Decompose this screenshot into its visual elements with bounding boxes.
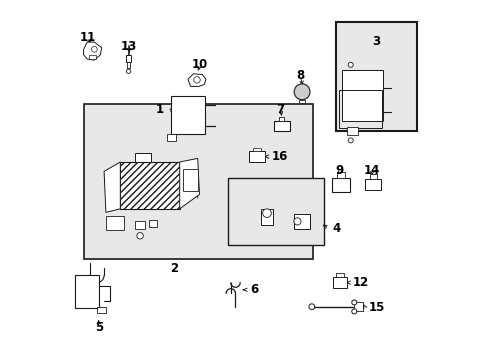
Text: 5: 5 xyxy=(94,321,102,334)
Bar xyxy=(120,162,179,209)
Circle shape xyxy=(347,138,352,143)
Bar xyxy=(149,220,157,227)
Text: 8: 8 xyxy=(296,69,304,82)
Circle shape xyxy=(308,304,314,310)
Bar xyxy=(273,121,289,131)
Text: 11: 11 xyxy=(80,31,96,44)
Text: 1: 1 xyxy=(155,103,163,116)
Text: 7: 7 xyxy=(276,103,284,116)
Bar xyxy=(336,172,345,178)
Circle shape xyxy=(137,233,143,239)
Bar xyxy=(253,148,260,151)
Circle shape xyxy=(293,218,301,225)
Text: 3: 3 xyxy=(371,35,379,48)
Bar xyxy=(336,22,416,131)
Text: 16: 16 xyxy=(271,150,287,163)
Text: 14: 14 xyxy=(364,165,380,177)
Bar xyxy=(75,275,99,308)
Bar xyxy=(106,216,123,230)
Circle shape xyxy=(262,209,271,217)
Bar xyxy=(331,178,349,192)
Text: 9: 9 xyxy=(335,165,344,177)
Bar xyxy=(134,221,144,229)
Bar xyxy=(299,100,305,103)
Circle shape xyxy=(351,300,356,305)
Bar xyxy=(278,117,284,121)
Bar xyxy=(134,153,151,162)
Polygon shape xyxy=(83,42,102,60)
Polygon shape xyxy=(104,162,120,212)
Bar xyxy=(341,70,382,121)
Bar xyxy=(183,169,197,191)
Text: 10: 10 xyxy=(191,58,207,71)
Bar xyxy=(332,277,346,288)
Bar xyxy=(97,307,106,313)
Bar xyxy=(167,134,176,140)
Bar xyxy=(260,209,273,225)
Bar xyxy=(369,174,376,179)
Circle shape xyxy=(294,84,309,100)
Bar xyxy=(84,104,312,259)
Bar xyxy=(335,273,344,277)
Bar xyxy=(294,214,310,229)
Circle shape xyxy=(91,46,97,52)
Circle shape xyxy=(193,77,200,83)
Text: 6: 6 xyxy=(249,283,258,296)
Polygon shape xyxy=(179,158,199,209)
Bar xyxy=(339,90,382,128)
Bar xyxy=(228,178,323,245)
Bar xyxy=(125,55,131,62)
Polygon shape xyxy=(187,74,205,86)
Bar xyxy=(126,62,130,68)
Bar xyxy=(170,96,204,134)
Circle shape xyxy=(351,309,356,314)
Bar xyxy=(89,55,96,59)
Text: 4: 4 xyxy=(332,222,340,235)
Text: 13: 13 xyxy=(121,40,137,53)
Text: 15: 15 xyxy=(368,301,384,314)
Bar xyxy=(346,127,357,135)
Text: 12: 12 xyxy=(352,276,368,289)
Bar xyxy=(365,179,381,190)
Text: 2: 2 xyxy=(170,262,178,275)
Circle shape xyxy=(126,69,130,73)
Bar xyxy=(249,151,264,162)
Circle shape xyxy=(347,62,352,67)
